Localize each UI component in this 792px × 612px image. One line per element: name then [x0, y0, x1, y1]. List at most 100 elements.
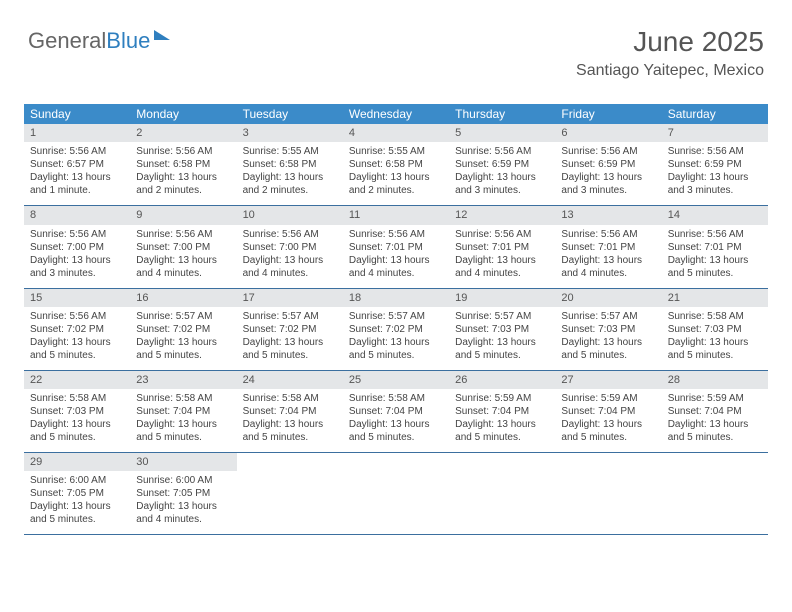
day-body: Sunrise: 5:56 AMSunset: 7:01 PMDaylight:… [449, 228, 555, 280]
day-line: and 1 minute. [30, 184, 124, 197]
day-line: and 2 minutes. [136, 184, 230, 197]
day-cell [662, 453, 768, 534]
day-line: and 5 minutes. [561, 349, 655, 362]
calendar: SundayMondayTuesdayWednesdayThursdayFrid… [24, 104, 768, 535]
day-line: Daylight: 13 hours [30, 336, 124, 349]
day-number: 30 [130, 453, 236, 471]
dayname: Saturday [662, 104, 768, 124]
dayname: Wednesday [343, 104, 449, 124]
day-body: Sunrise: 5:59 AMSunset: 7:04 PMDaylight:… [662, 392, 768, 444]
day-line: Sunrise: 6:00 AM [136, 474, 230, 487]
day-line: Sunset: 7:03 PM [30, 405, 124, 418]
day-line: Daylight: 13 hours [243, 254, 337, 267]
day-line: and 5 minutes. [30, 513, 124, 526]
day-line: Sunset: 6:58 PM [349, 158, 443, 171]
day-line: Sunrise: 5:56 AM [668, 145, 762, 158]
day-line: Sunset: 7:03 PM [561, 323, 655, 336]
week-row: 29Sunrise: 6:00 AMSunset: 7:05 PMDayligh… [24, 453, 768, 535]
day-line: Sunset: 7:02 PM [136, 323, 230, 336]
day-line: Sunset: 7:05 PM [30, 487, 124, 500]
day-line: Sunrise: 5:56 AM [349, 228, 443, 241]
day-line: Daylight: 13 hours [455, 418, 549, 431]
day-line: Sunset: 7:04 PM [243, 405, 337, 418]
day-number: 29 [24, 453, 130, 471]
day-body: Sunrise: 5:57 AMSunset: 7:02 PMDaylight:… [237, 310, 343, 362]
day-cell: 7Sunrise: 5:56 AMSunset: 6:59 PMDaylight… [662, 124, 768, 205]
day-line: Sunset: 7:01 PM [349, 241, 443, 254]
dayname: Tuesday [237, 104, 343, 124]
day-cell: 1Sunrise: 5:56 AMSunset: 6:57 PMDaylight… [24, 124, 130, 205]
day-cell: 12Sunrise: 5:56 AMSunset: 7:01 PMDayligh… [449, 206, 555, 287]
day-body: Sunrise: 5:58 AMSunset: 7:04 PMDaylight:… [343, 392, 449, 444]
day-line: and 5 minutes. [349, 431, 443, 444]
day-body: Sunrise: 5:56 AMSunset: 7:01 PMDaylight:… [555, 228, 661, 280]
day-line: Sunset: 7:00 PM [243, 241, 337, 254]
day-line: and 5 minutes. [243, 349, 337, 362]
day-line: Sunrise: 6:00 AM [30, 474, 124, 487]
day-number: 22 [24, 371, 130, 389]
day-line: Sunset: 6:59 PM [561, 158, 655, 171]
day-line: Sunrise: 5:55 AM [243, 145, 337, 158]
day-body: Sunrise: 5:59 AMSunset: 7:04 PMDaylight:… [555, 392, 661, 444]
day-body: Sunrise: 5:56 AMSunset: 7:01 PMDaylight:… [662, 228, 768, 280]
day-cell: 19Sunrise: 5:57 AMSunset: 7:03 PMDayligh… [449, 289, 555, 370]
day-line: Daylight: 13 hours [136, 336, 230, 349]
day-line: Daylight: 13 hours [30, 500, 124, 513]
day-line: Sunset: 7:00 PM [136, 241, 230, 254]
day-cell: 2Sunrise: 5:56 AMSunset: 6:58 PMDaylight… [130, 124, 236, 205]
dayname: Thursday [449, 104, 555, 124]
day-line: Sunrise: 5:58 AM [30, 392, 124, 405]
day-body: Sunrise: 6:00 AMSunset: 7:05 PMDaylight:… [130, 474, 236, 526]
brand-logo: GeneralBlue [28, 28, 170, 54]
day-cell: 22 Sunrise: 5:58 AMSunset: 7:03 PMDayligh… [24, 371, 130, 452]
day-line: Sunrise: 5:57 AM [136, 310, 230, 323]
day-line: Daylight: 13 hours [136, 500, 230, 513]
day-body: Sunrise: 5:58 AMSunset: 7:03 PMDaylight:… [24, 392, 130, 444]
day-line: and 5 minutes. [243, 431, 337, 444]
day-body: Sunrise: 5:58 AMSunset: 7:04 PMDaylight:… [130, 392, 236, 444]
day-line: Sunset: 6:57 PM [30, 158, 124, 171]
day-line: Sunset: 7:04 PM [561, 405, 655, 418]
day-line: Sunset: 7:04 PM [668, 405, 762, 418]
day-cell [449, 453, 555, 534]
day-line: Sunrise: 5:57 AM [561, 310, 655, 323]
day-line: Sunset: 7:03 PM [668, 323, 762, 336]
day-line: and 2 minutes. [243, 184, 337, 197]
week-row: 8Sunrise: 5:56 AMSunset: 7:00 PMDaylight… [24, 206, 768, 288]
day-cell: 3 Sunrise: 5:55 AMSunset: 6:58 PMDaylight… [237, 124, 343, 205]
day-body: Sunrise: 5:55 AMSunset: 6:58 PMDaylight:… [343, 145, 449, 197]
day-cell: 25 Sunrise: 5:58 AMSunset: 7:04 PMDayligh… [343, 371, 449, 452]
day-cell: 10Sunrise: 5:56 AMSunset: 7:00 PMDayligh… [237, 206, 343, 287]
day-line: Daylight: 13 hours [561, 418, 655, 431]
day-number: 20 [555, 289, 661, 307]
day-line: Sunset: 7:03 PM [455, 323, 549, 336]
day-cell [555, 453, 661, 534]
day-number: 3 [237, 124, 343, 142]
day-number: 9 [130, 206, 236, 224]
day-number: 7 [662, 124, 768, 142]
day-line: Sunrise: 5:57 AM [243, 310, 337, 323]
day-cell: 8Sunrise: 5:56 AMSunset: 7:00 PMDaylight… [24, 206, 130, 287]
day-cell: 24Sunrise: 5:58 AMSunset: 7:04 PMDayligh… [237, 371, 343, 452]
day-line: Daylight: 13 hours [561, 171, 655, 184]
day-line: Sunrise: 5:58 AM [136, 392, 230, 405]
day-line: Daylight: 13 hours [349, 254, 443, 267]
day-number: 25 [343, 371, 449, 389]
day-line: and 3 minutes. [668, 184, 762, 197]
day-line: Sunset: 7:04 PM [349, 405, 443, 418]
day-line: Sunset: 7:02 PM [30, 323, 124, 336]
day-line: Daylight: 13 hours [455, 171, 549, 184]
day-number: 27 [555, 371, 661, 389]
day-number: 1 [24, 124, 130, 142]
week-row: 1 Sunrise: 5:56 AM Sunset: 6:57 PM Daylight… [24, 124, 768, 206]
day-line: Sunrise: 5:56 AM [136, 228, 230, 241]
day-number: 28 [662, 371, 768, 389]
day-line: Sunrise: 5:59 AM [455, 392, 549, 405]
day-line: and 4 minutes. [136, 267, 230, 280]
day-line: Sunrise: 5:56 AM [136, 145, 230, 158]
day-body: Sunrise: 5:57 AMSunset: 7:03 PMDaylight:… [449, 310, 555, 362]
day-body: Sunrise: 5:55 AMSunset: 6:58 PMDaylight:… [237, 145, 343, 197]
day-line: and 4 minutes. [243, 267, 337, 280]
day-cell: 4Sunrise: 5:55 AMSunset: 6:58 PMDaylight… [343, 124, 449, 205]
day-body: Sunrise: 5:56 AMSunset: 6:59 PMDaylight:… [555, 145, 661, 197]
